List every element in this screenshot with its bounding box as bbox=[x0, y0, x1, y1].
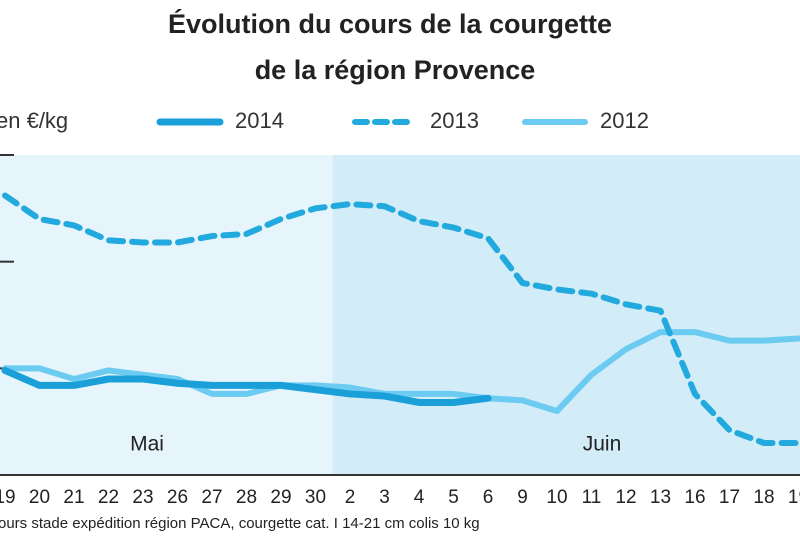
chart-subtitle: de la région Provence bbox=[255, 55, 536, 85]
footnote: ours stade expédition région PACA, courg… bbox=[0, 515, 480, 532]
x-tick-label: 19 bbox=[0, 487, 16, 508]
y-axis-label: en €/kg bbox=[0, 108, 68, 133]
series-line bbox=[1, 366, 492, 406]
x-tick-label: 28 bbox=[236, 487, 257, 508]
x-tick-label: 22 bbox=[98, 487, 119, 508]
x-tick-label: 5 bbox=[448, 487, 459, 508]
x-tick-label: 20 bbox=[29, 487, 50, 508]
series-line bbox=[2, 192, 800, 446]
x-tick-label: 10 bbox=[546, 487, 567, 508]
x-tick-label: 19 bbox=[788, 487, 800, 508]
x-tick-label: 30 bbox=[305, 487, 326, 508]
x-tick-label: 12 bbox=[615, 487, 636, 508]
x-tick-label: 4 bbox=[414, 487, 425, 508]
x-tick-label: 17 bbox=[719, 487, 740, 508]
x-tick-label: 16 bbox=[684, 487, 705, 508]
x-tick-label: 26 bbox=[167, 487, 188, 508]
x-tick-label: 3 bbox=[379, 487, 390, 508]
x-tick-label: 6 bbox=[483, 487, 494, 508]
x-tick-label: 9 bbox=[517, 487, 528, 508]
x-tick-label: 27 bbox=[201, 487, 222, 508]
x-tick-label: 23 bbox=[132, 487, 153, 508]
x-tick-label: 11 bbox=[582, 487, 602, 508]
x-tick-label: 29 bbox=[270, 487, 291, 508]
annotation: Juin bbox=[583, 433, 622, 456]
legend-label: 2013 bbox=[430, 108, 479, 133]
x-tick-label: 13 bbox=[650, 487, 671, 508]
plot-background bbox=[0, 155, 333, 475]
legend-label: 2014 bbox=[235, 108, 284, 133]
x-tick-label: 21 bbox=[63, 487, 84, 508]
annotation: Mai bbox=[130, 433, 164, 456]
legend-label: 2012 bbox=[600, 108, 649, 133]
chart-title: Évolution du cours de la courgette bbox=[168, 8, 612, 39]
x-tick-label: 18 bbox=[753, 487, 774, 508]
x-tick-label: 2 bbox=[345, 487, 356, 508]
